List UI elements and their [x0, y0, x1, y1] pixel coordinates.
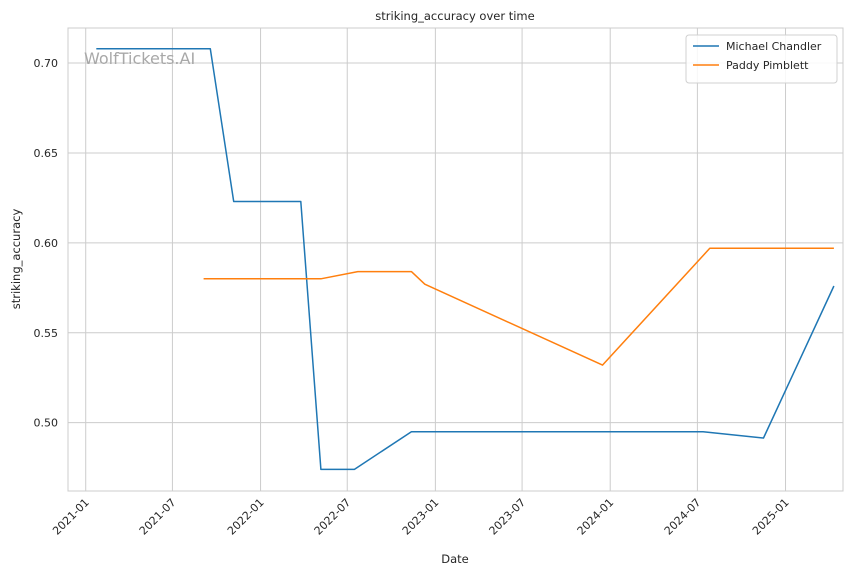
series [96, 47, 835, 471]
chart-title: striking_accuracy over time [375, 9, 534, 23]
plot-area [67, 27, 844, 492]
legend-label: Paddy Pimblett [726, 59, 809, 72]
y-tick-label: 0.50 [34, 417, 59, 430]
x-axis-label: Date [441, 552, 469, 566]
series-line-paddy-pimblett [203, 247, 834, 366]
y-tick-label: 0.65 [34, 147, 59, 160]
series-line-michael-chandler [96, 47, 835, 471]
y-tick-label: 0.55 [34, 327, 59, 340]
y-axis-label: striking_accuracy [9, 209, 23, 310]
legend-box [685, 34, 838, 84]
legend: Michael Chandler Paddy Pimblett [685, 34, 838, 84]
y-axis-ticks: 0.50 0.55 0.60 0.65 0.70 [34, 57, 59, 430]
watermark-text: WolfTickets.AI [84, 49, 195, 68]
y-tick-label: 0.70 [34, 57, 59, 70]
y-tick-label: 0.60 [34, 237, 59, 250]
legend-label: Michael Chandler [726, 40, 822, 53]
